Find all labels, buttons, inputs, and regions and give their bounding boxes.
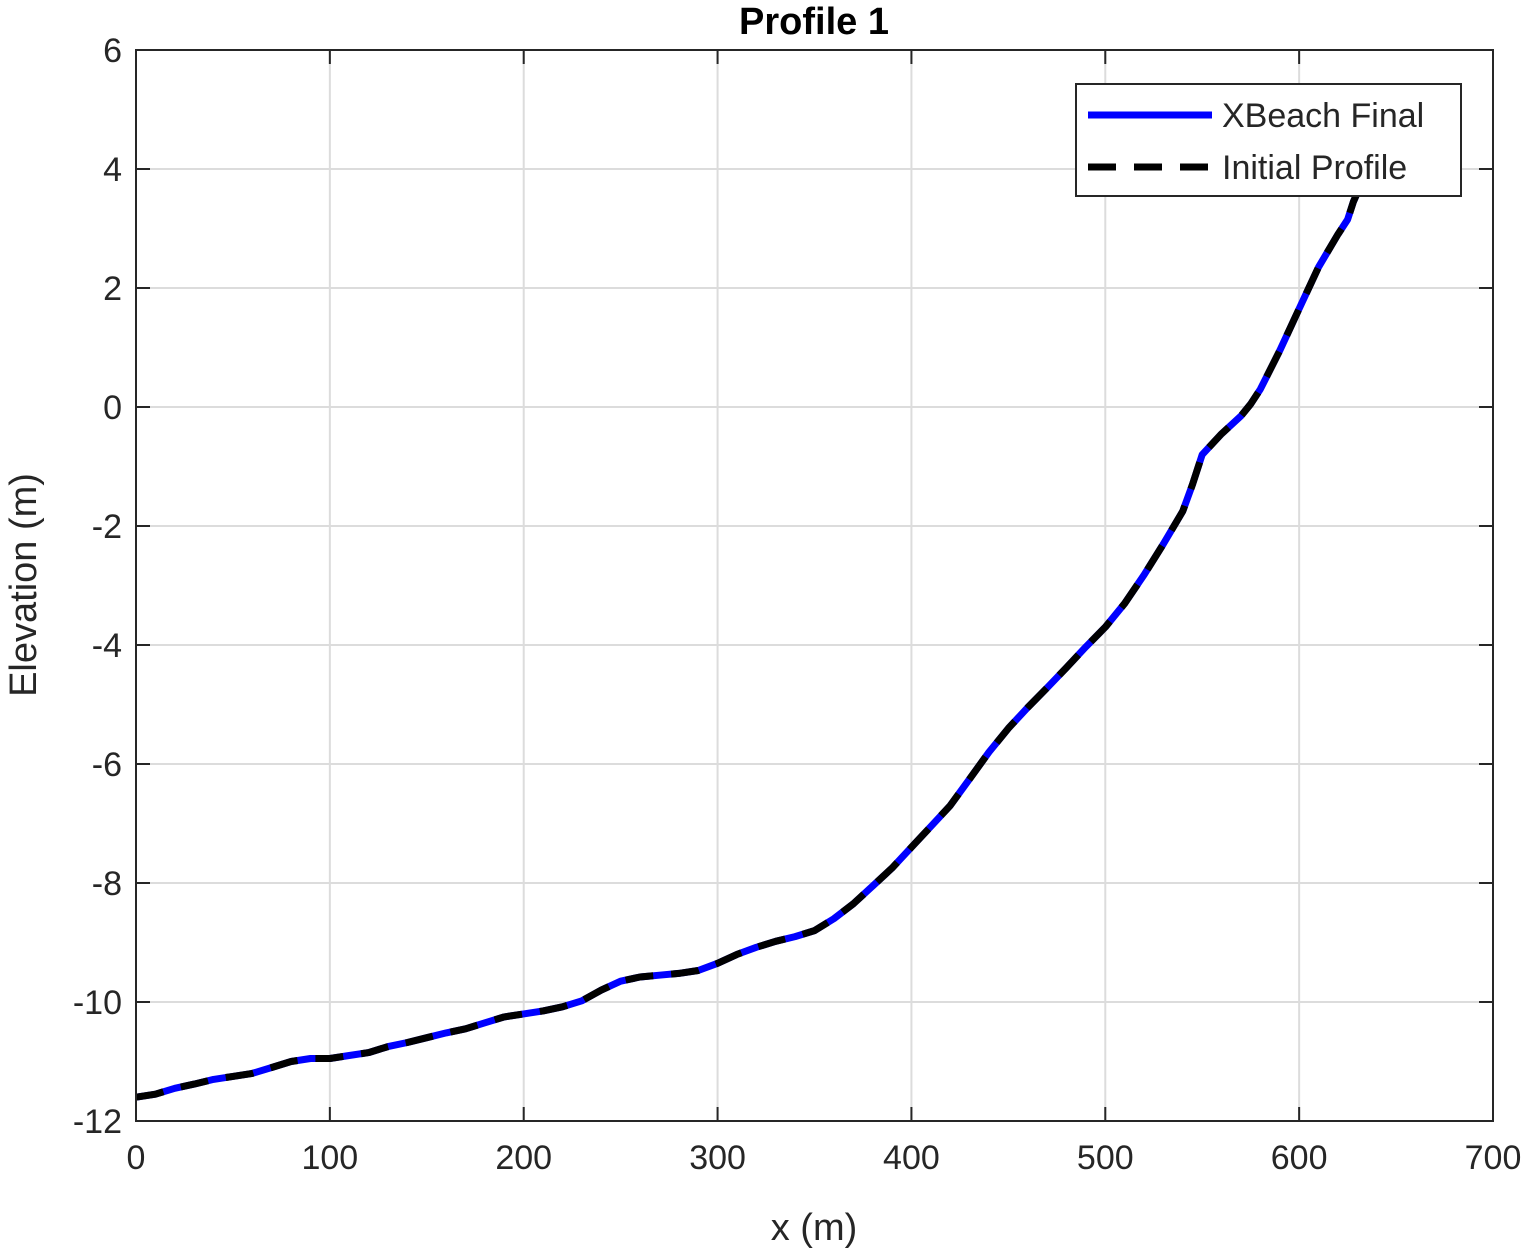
axis-ticks: 0 100 200 300 400 500 600 700 -12 -10 -8 -6 -4 -2 0 2 4 6 xyxy=(73,32,1522,1177)
y-tick-label: -12 xyxy=(73,1103,122,1141)
x-tick-label: 400 xyxy=(883,1139,940,1177)
plot-area-background xyxy=(136,50,1493,1121)
series-line-xbeach-final xyxy=(135,182,1365,1101)
y-tick-label: 4 xyxy=(103,151,122,189)
y-tick-label: 6 xyxy=(103,32,122,70)
grid-lines xyxy=(136,50,1493,1121)
x-tick-label: 300 xyxy=(689,1139,746,1177)
y-tick-label: -6 xyxy=(92,746,122,784)
legend-label-xbeach-final: XBeach Final xyxy=(1222,97,1424,135)
y-tick-label: 2 xyxy=(103,270,122,308)
y-tick-label: -4 xyxy=(92,627,122,665)
legend: XBeach Final Initial Profile xyxy=(1075,83,1462,197)
legend-box xyxy=(1075,83,1462,197)
plot-area-frame xyxy=(135,49,1494,1122)
x-tick-label: 100 xyxy=(301,1139,358,1177)
y-tick-label: -2 xyxy=(92,508,122,546)
y-axis-title: Elevation (m) xyxy=(3,473,45,697)
chart-title: Profile 1 xyxy=(739,1,889,43)
y-tick-label: -10 xyxy=(73,984,122,1022)
x-tick-label: 500 xyxy=(1077,1139,1134,1177)
legend-label-initial-profile: Initial Profile xyxy=(1222,149,1407,187)
series-lines xyxy=(135,182,1365,1101)
x-axis-title: x (m) xyxy=(771,1207,858,1249)
y-tick-label: 0 xyxy=(103,389,122,427)
x-tick-label: 200 xyxy=(495,1139,552,1177)
x-tick-label: 700 xyxy=(1465,1139,1522,1177)
x-tick-label: 0 xyxy=(127,1139,146,1177)
y-tick-label: -8 xyxy=(92,865,122,903)
x-tick-label: 600 xyxy=(1271,1139,1328,1177)
